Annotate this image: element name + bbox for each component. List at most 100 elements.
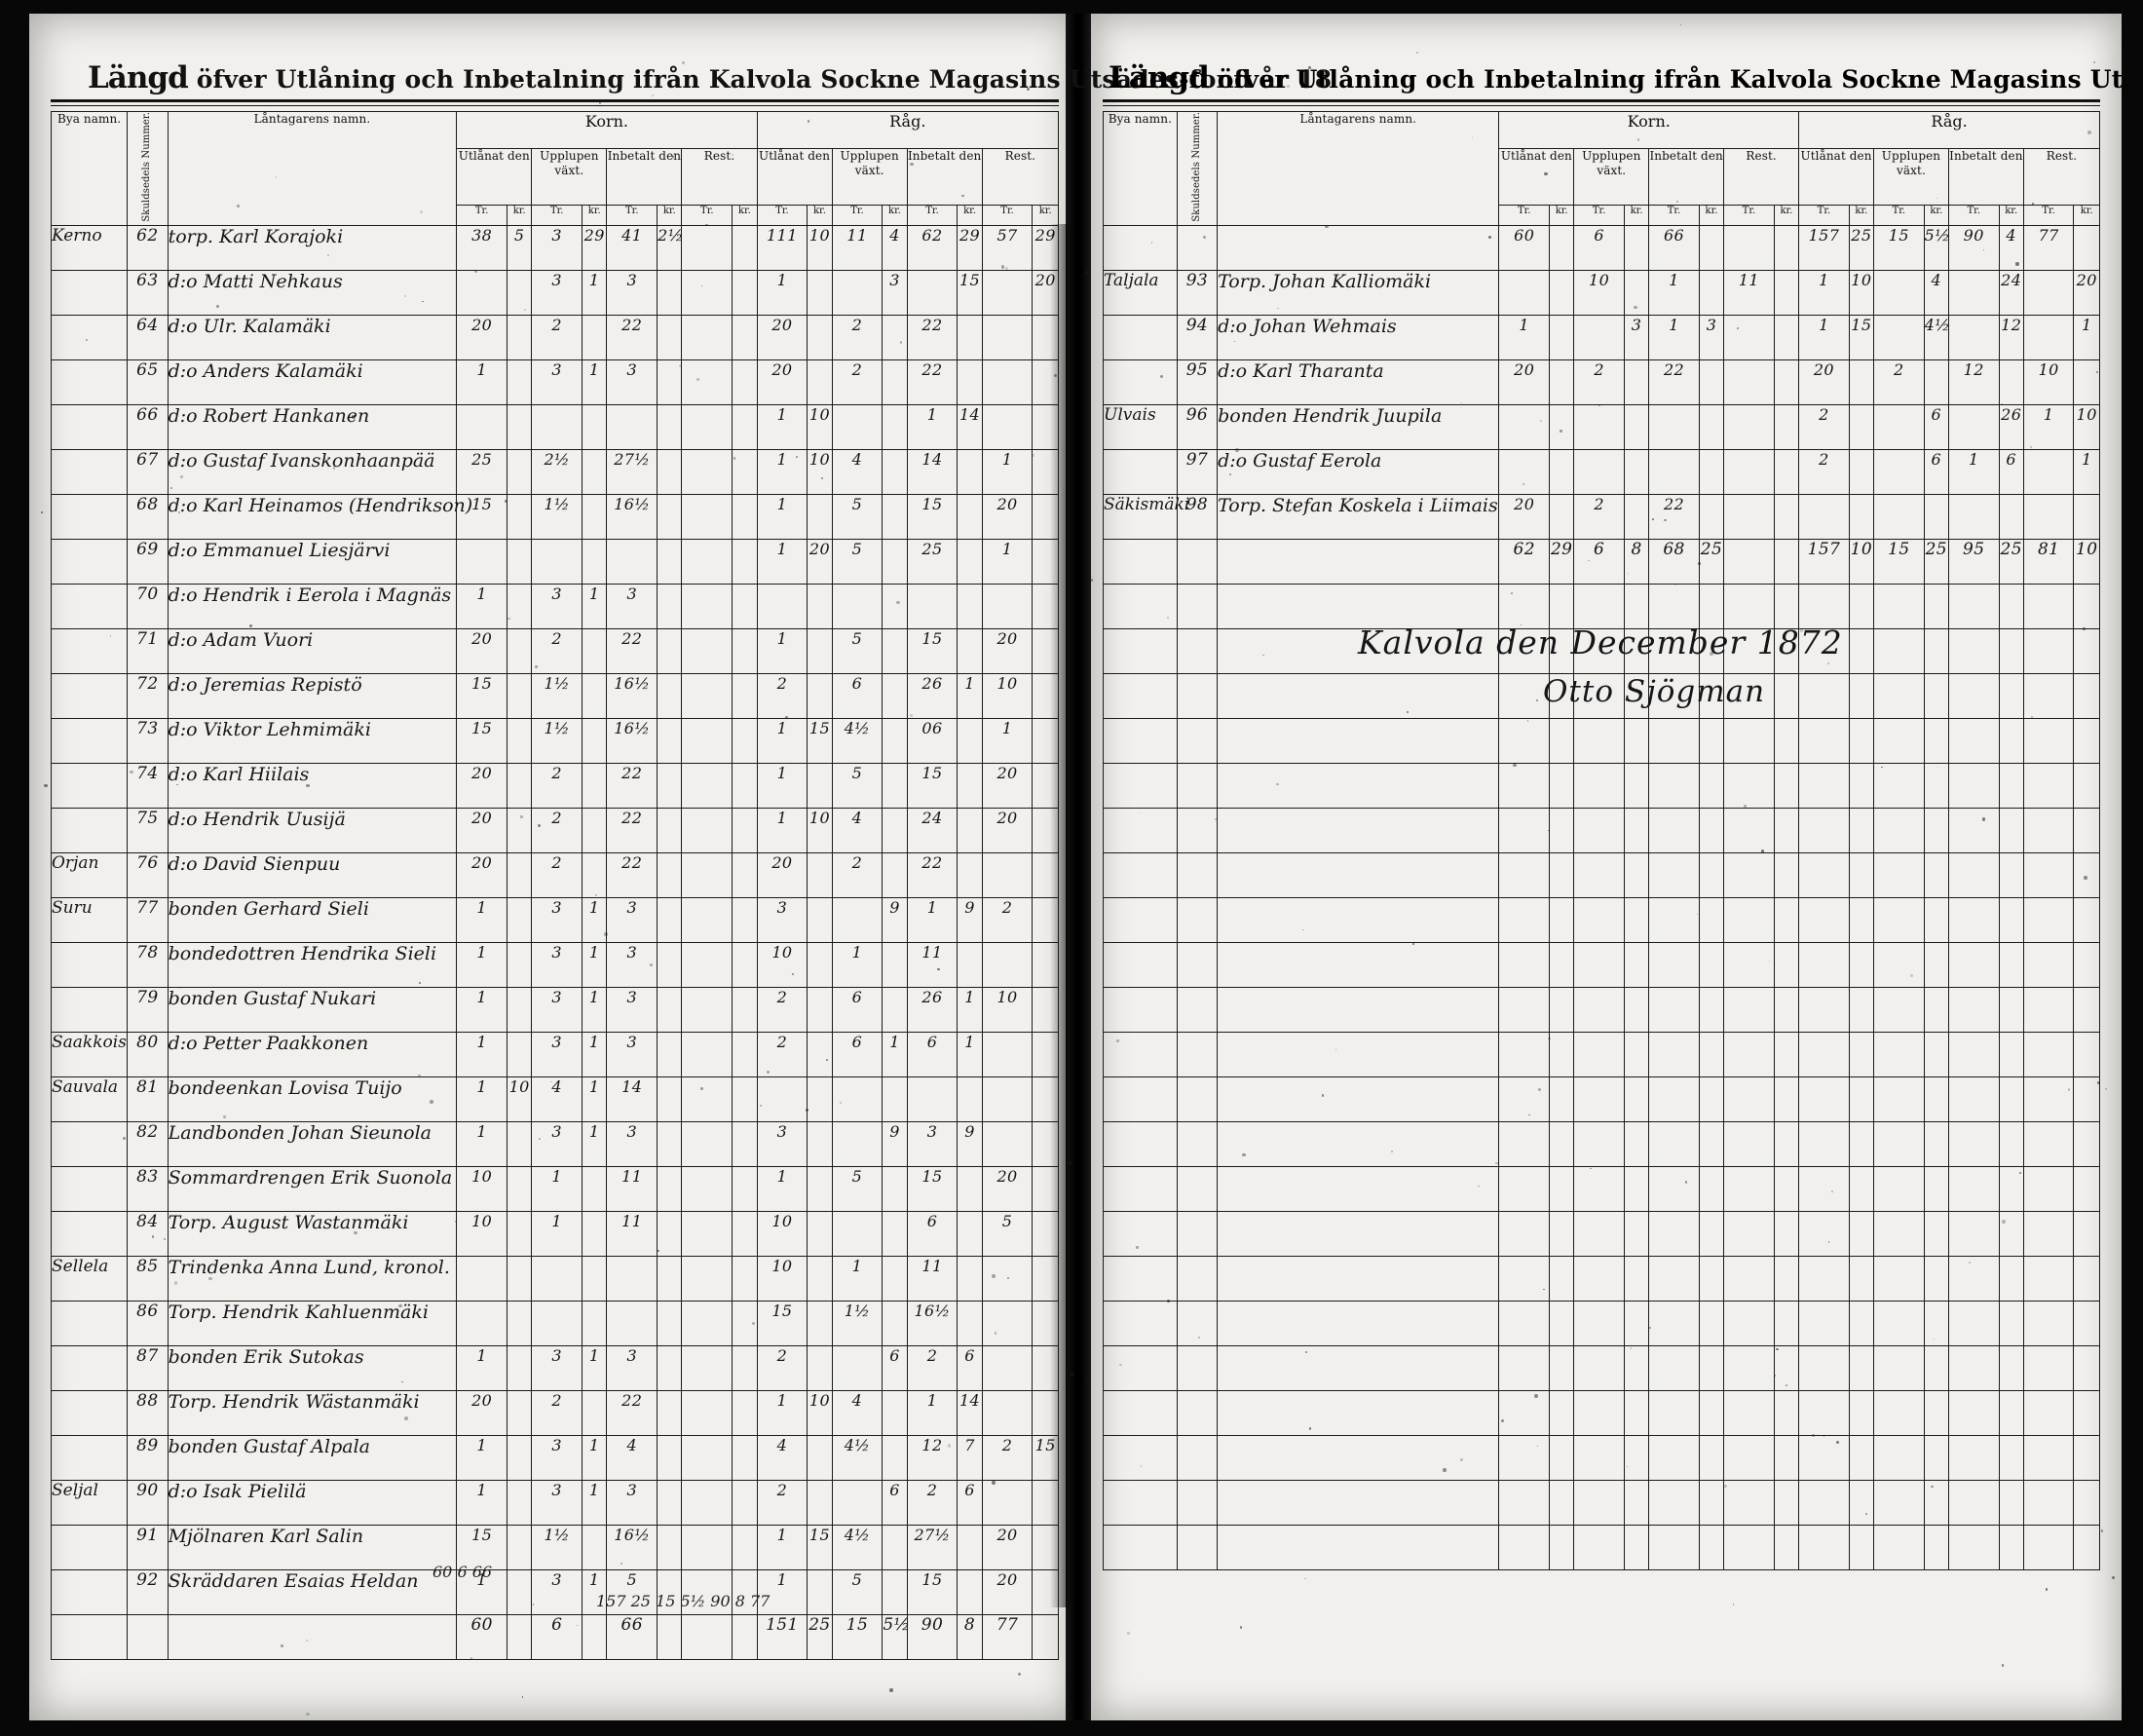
cell-borrower-name	[1217, 1166, 1500, 1213]
cell-rag-6	[2022, 1076, 2075, 1123]
cell-borrower-name: Skräddaren Esaias Heldan	[167, 1569, 458, 1616]
cell-rag-3	[882, 1301, 908, 1347]
cell-rag-6	[981, 359, 1034, 406]
cell-korn-5	[657, 1121, 683, 1168]
cell-korn-5	[657, 1525, 683, 1571]
cell-rag-7	[2073, 1211, 2100, 1258]
scan-speck	[403, 1415, 408, 1420]
cell-rag-4	[1947, 763, 2000, 810]
cell-rag-2: 5	[831, 1166, 884, 1213]
scan-speck	[1730, 652, 1733, 654]
cell-korn-5	[1698, 1390, 1725, 1437]
cell-village	[50, 1121, 129, 1168]
cell-village	[50, 1525, 129, 1571]
scan-speck	[2093, 61, 2095, 63]
scan-speck	[1276, 782, 1280, 786]
cell-korn-3: 8	[1623, 539, 1650, 585]
scan-speck	[1412, 943, 1414, 945]
cell-rag-7: 1	[2073, 449, 2100, 496]
cell-korn-5	[657, 1614, 683, 1661]
ledger-page-right: Längd öfver Utlåning och Inbetalning ifr…	[1103, 51, 2143, 1707]
scan-speck	[122, 1137, 126, 1141]
cell-rag-0: 1	[756, 1166, 808, 1213]
cell-korn-4	[1648, 584, 1700, 630]
cell-rag-7: 1	[2073, 315, 2100, 361]
cell-borrower-name: bonden Erik Sutokas	[167, 1345, 458, 1392]
cell-number	[1176, 225, 1219, 272]
cell-rag-3	[1923, 1121, 1949, 1168]
scan-speck	[429, 1099, 433, 1104]
cell-number: 94	[1176, 315, 1219, 361]
cell-borrower-name: d:o Gustaf Eerola	[1217, 449, 1500, 496]
scan-speck	[1724, 1484, 1728, 1489]
cell-korn-1	[1549, 1525, 1575, 1571]
cell-rag-1	[1848, 1301, 1875, 1347]
cell-korn-6	[681, 673, 733, 720]
scan-speck	[306, 1639, 308, 1642]
cell-korn-1	[507, 1569, 533, 1616]
cell-rag-6: 1	[2022, 404, 2075, 451]
unit-cell-kr: kr.	[1998, 205, 2024, 227]
cell-korn-0: 1	[456, 359, 508, 406]
unit-cell-kr: kr.	[2073, 205, 2100, 227]
cell-rag-6	[2022, 628, 2075, 675]
cell-rag-4	[1947, 1480, 2000, 1527]
cell-rag-4: 16½	[906, 1301, 959, 1347]
cell-rag-5	[957, 1076, 983, 1123]
ledger-body-left: Kerno 62 torp. Karl Korajoki 38 5 3 29 41 2½ 111 1…	[50, 225, 1059, 1616]
cell-rag-3	[882, 494, 908, 541]
cell-korn-5	[657, 942, 683, 989]
unit-cell-kr: kr.	[807, 205, 833, 227]
cell-korn-5	[657, 494, 683, 541]
rag-sub-upplupen: Upplupen växt.	[831, 148, 908, 207]
cell-rag-7	[2073, 584, 2100, 630]
cell-rag-5	[957, 808, 983, 854]
cell-rag-3	[1923, 718, 1949, 765]
cell-korn-3	[1623, 1390, 1650, 1437]
scan-speck	[1287, 85, 1290, 88]
cell-rag-7	[1032, 987, 1059, 1034]
cell-korn-6	[1723, 404, 1775, 451]
cell-rag-3	[1923, 1032, 1949, 1078]
cell-rag-0: 20	[756, 852, 808, 899]
cell-korn-5	[657, 1390, 683, 1437]
cell-rag-6	[2022, 1525, 2075, 1571]
scan-speck	[2082, 627, 2086, 631]
cell-rag-3	[882, 404, 908, 451]
cell-korn-3	[582, 539, 608, 585]
cell-rag-5	[1998, 808, 2024, 854]
cell-rag-7	[2073, 718, 2100, 765]
scan-speck	[991, 1273, 996, 1278]
cell-korn-3	[582, 1525, 608, 1571]
cell-rag-4: 12	[1947, 359, 2000, 406]
cell-rag-4	[1947, 808, 2000, 854]
cell-rag-1	[1848, 1256, 1875, 1302]
cell-rag-0: 2	[756, 1032, 808, 1078]
table-row: 87 bonden Erik Sutokas 1 3 1 3 2 6 2 6	[50, 1345, 1059, 1392]
scan-speck	[1390, 1151, 1393, 1152]
cell-borrower-name: Torp. August Wastanmäki	[167, 1211, 458, 1258]
cell-korn-7	[732, 270, 758, 317]
cell-rag-5	[957, 1211, 983, 1258]
cell-korn-0	[1498, 1256, 1551, 1302]
scan-speck	[1166, 616, 1169, 619]
cell-rag-0	[1798, 1435, 1850, 1482]
cell-korn-1	[507, 628, 533, 675]
cell-rag-4: 22	[906, 315, 959, 361]
cell-rag-7	[2073, 1256, 2100, 1302]
cell-village	[1103, 1032, 1178, 1078]
cell-rag-1	[1848, 763, 1875, 810]
cell-korn-7	[732, 628, 758, 675]
table-row: 97 d:o Gustaf Eerola 2 6 1 6 1	[1103, 449, 2100, 496]
cell-borrower-name: bonden Hendrik Juupila	[1217, 404, 1500, 451]
cell-korn-3: 1	[582, 897, 608, 944]
cell-korn-6	[1723, 584, 1775, 630]
cell-village: Saakkois	[50, 1032, 129, 1078]
cell-korn-0: 20	[456, 808, 508, 854]
cell-village	[50, 270, 129, 317]
scan-speck	[1812, 1433, 1816, 1437]
scan-speck	[164, 1238, 166, 1240]
cell-korn-6	[1723, 1076, 1775, 1123]
cell-korn-5	[657, 315, 683, 361]
cell-korn-3	[1623, 494, 1650, 541]
